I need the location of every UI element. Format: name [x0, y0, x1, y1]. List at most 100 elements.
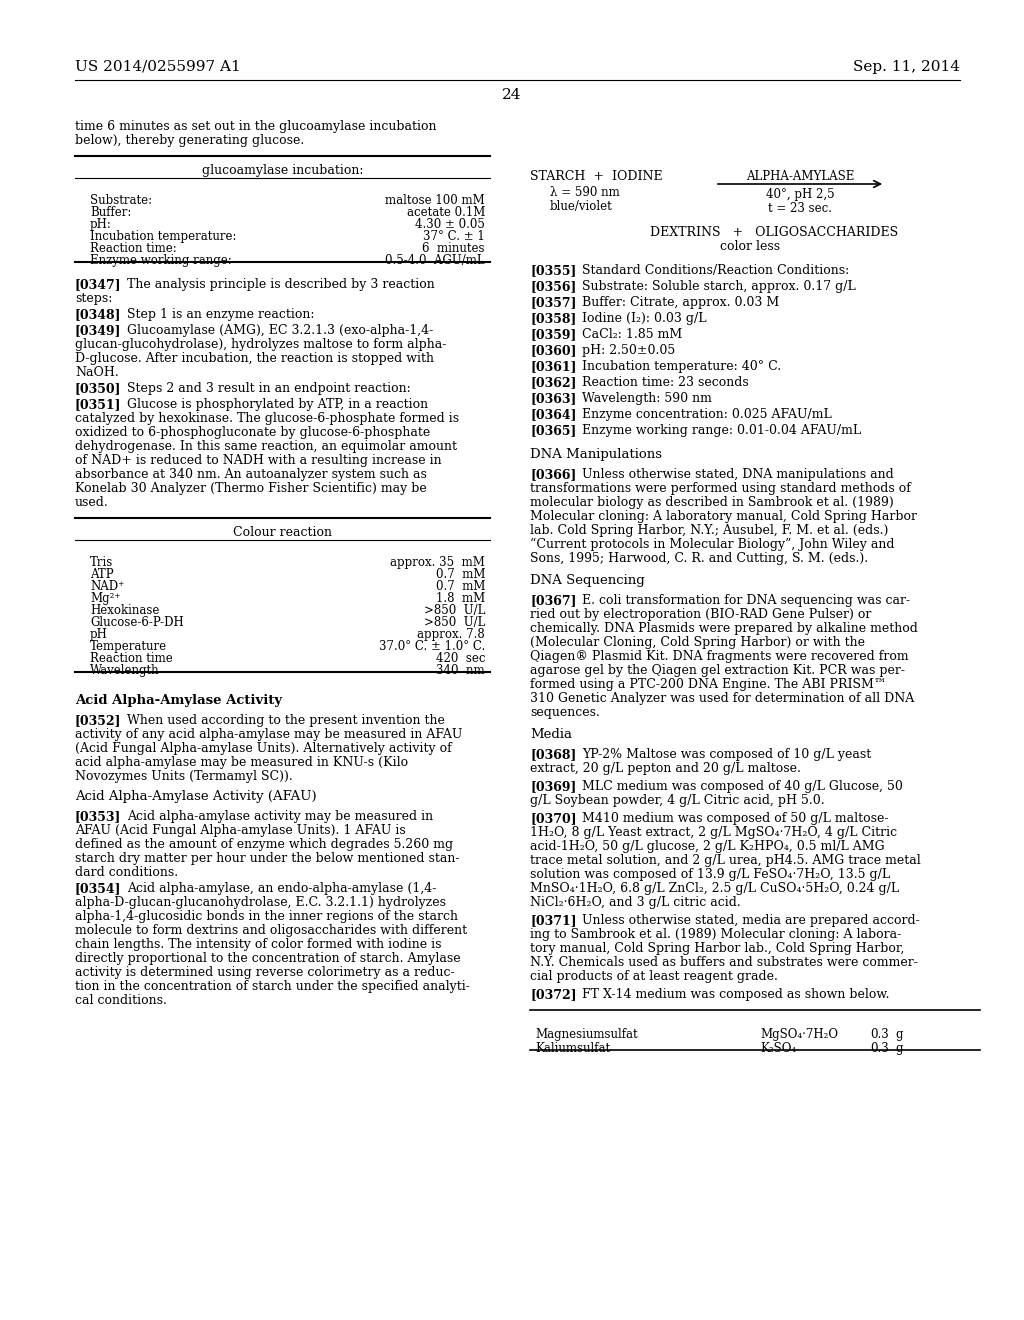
Text: t = 23 sec.: t = 23 sec.: [768, 202, 831, 215]
Text: 1H₂O, 8 g/L Yeast extract, 2 g/L MgSO₄·7H₂O, 4 g/L Citric: 1H₂O, 8 g/L Yeast extract, 2 g/L MgSO₄·7…: [530, 826, 897, 840]
Text: ing to Sambrook et al. (1989) Molecular cloning: A labora-: ing to Sambrook et al. (1989) Molecular …: [530, 928, 901, 941]
Text: [0371]: [0371]: [530, 913, 577, 927]
Text: Unless otherwise stated, DNA manipulations and: Unless otherwise stated, DNA manipulatio…: [582, 469, 894, 480]
Text: activity is determined using reverse colorimetry as a reduc-: activity is determined using reverse col…: [75, 966, 455, 979]
Text: Temperature: Temperature: [90, 640, 167, 653]
Text: Novozymes Units (Termamyl SC)).: Novozymes Units (Termamyl SC)).: [75, 770, 293, 783]
Text: [0356]: [0356]: [530, 280, 577, 293]
Text: tory manual, Cold Spring Harbor lab., Cold Spring Harbor,: tory manual, Cold Spring Harbor lab., Co…: [530, 942, 904, 954]
Text: transformations were performed using standard methods of: transformations were performed using sta…: [530, 482, 911, 495]
Text: NAD⁺: NAD⁺: [90, 579, 124, 593]
Text: [0372]: [0372]: [530, 987, 577, 1001]
Text: activity of any acid alpha-amylase may be measured in AFAU: activity of any acid alpha-amylase may b…: [75, 729, 463, 741]
Text: [0348]: [0348]: [75, 308, 122, 321]
Text: Glucose is phosphorylated by ATP, in a reaction: Glucose is phosphorylated by ATP, in a r…: [127, 399, 428, 411]
Text: of NAD+ is reduced to NADH with a resulting increase in: of NAD+ is reduced to NADH with a result…: [75, 454, 441, 467]
Text: [0364]: [0364]: [530, 408, 577, 421]
Text: M410 medium was composed of 50 g/L maltose-: M410 medium was composed of 50 g/L malto…: [582, 812, 889, 825]
Text: g: g: [895, 1028, 902, 1041]
Text: [0349]: [0349]: [75, 323, 122, 337]
Text: DEXTRINS   +   OLIGOSACCHARIDES: DEXTRINS + OLIGOSACCHARIDES: [650, 226, 898, 239]
Text: Glucoamylase (AMG), EC 3.2.1.3 (exo-alpha-1,4-: Glucoamylase (AMG), EC 3.2.1.3 (exo-alph…: [127, 323, 433, 337]
Text: US 2014/0255997 A1: US 2014/0255997 A1: [75, 59, 241, 74]
Text: [0351]: [0351]: [75, 399, 122, 411]
Text: Glucose-6-P-DH: Glucose-6-P-DH: [90, 616, 183, 630]
Text: ried out by electroporation (BIO-RAD Gene Pulser) or: ried out by electroporation (BIO-RAD Gen…: [530, 609, 871, 620]
Text: [0358]: [0358]: [530, 312, 577, 325]
Text: 40°, pH 2,5: 40°, pH 2,5: [766, 187, 835, 201]
Text: Konelab 30 Analyzer (Thermo Fisher Scientific) may be: Konelab 30 Analyzer (Thermo Fisher Scien…: [75, 482, 427, 495]
Text: starch dry matter per hour under the below mentioned stan-: starch dry matter per hour under the bel…: [75, 851, 460, 865]
Text: 1.8  mM: 1.8 mM: [436, 591, 485, 605]
Text: pH: 2.50±0.05: pH: 2.50±0.05: [582, 345, 675, 356]
Text: DNA Sequencing: DNA Sequencing: [530, 574, 645, 587]
Text: >850  U/L: >850 U/L: [424, 605, 485, 616]
Text: Tris: Tris: [90, 556, 114, 569]
Text: glucan-glucohydrolase), hydrolyzes maltose to form alpha-: glucan-glucohydrolase), hydrolyzes malto…: [75, 338, 446, 351]
Text: cial products of at least reagent grade.: cial products of at least reagent grade.: [530, 970, 778, 983]
Text: sequences.: sequences.: [530, 706, 600, 719]
Text: Acid alpha-amylase activity may be measured in: Acid alpha-amylase activity may be measu…: [127, 810, 433, 822]
Text: Substrate:: Substrate:: [90, 194, 153, 207]
Text: NaOH.: NaOH.: [75, 366, 119, 379]
Text: N.Y. Chemicals used as buffers and substrates were commer-: N.Y. Chemicals used as buffers and subst…: [530, 956, 918, 969]
Text: K₂SO₄: K₂SO₄: [760, 1041, 796, 1055]
Text: [0353]: [0353]: [75, 810, 122, 822]
Text: below), thereby generating glucose.: below), thereby generating glucose.: [75, 135, 304, 147]
Text: chain lengths. The intensity of color formed with iodine is: chain lengths. The intensity of color fo…: [75, 939, 441, 950]
Text: pH:: pH:: [90, 218, 112, 231]
Text: Buffer:: Buffer:: [90, 206, 131, 219]
Text: (Acid Fungal Alpha-amylase Units). Alternatively activity of: (Acid Fungal Alpha-amylase Units). Alter…: [75, 742, 452, 755]
Text: 37° C. ± 1: 37° C. ± 1: [423, 230, 485, 243]
Text: 0.3: 0.3: [870, 1028, 889, 1041]
Text: 310 Genetic Analyzer was used for determination of all DNA: 310 Genetic Analyzer was used for determ…: [530, 692, 914, 705]
Text: Mg²⁺: Mg²⁺: [90, 591, 121, 605]
Text: Wavelength: Wavelength: [90, 664, 160, 677]
Text: [0361]: [0361]: [530, 360, 577, 374]
Text: 4.30 ± 0.05: 4.30 ± 0.05: [415, 218, 485, 231]
Text: Acid alpha-amylase, an endo-alpha-amylase (1,4-: Acid alpha-amylase, an endo-alpha-amylas…: [127, 882, 436, 895]
Text: acetate 0.1M: acetate 0.1M: [407, 206, 485, 219]
Text: MLC medium was composed of 40 g/L Glucose, 50: MLC medium was composed of 40 g/L Glucos…: [582, 780, 903, 793]
Text: g: g: [895, 1041, 902, 1055]
Text: Unless otherwise stated, media are prepared accord-: Unless otherwise stated, media are prepa…: [582, 913, 920, 927]
Text: Substrate: Soluble starch, approx. 0.17 g/L: Substrate: Soluble starch, approx. 0.17 …: [582, 280, 856, 293]
Text: directly proportional to the concentration of starch. Amylase: directly proportional to the concentrati…: [75, 952, 461, 965]
Text: Reaction time:: Reaction time:: [90, 242, 177, 255]
Text: Incubation temperature: 40° C.: Incubation temperature: 40° C.: [582, 360, 781, 374]
Text: 420  sec: 420 sec: [435, 652, 485, 665]
Text: oxidized to 6-phosphogluconate by glucose-6-phosphate: oxidized to 6-phosphogluconate by glucos…: [75, 426, 430, 440]
Text: 0.5-4.0  AGU/mL: 0.5-4.0 AGU/mL: [385, 253, 485, 267]
Text: Steps 2 and 3 result in an endpoint reaction:: Steps 2 and 3 result in an endpoint reac…: [127, 381, 411, 395]
Text: blue/violet: blue/violet: [550, 201, 612, 213]
Text: 6  minutes: 6 minutes: [423, 242, 485, 255]
Text: [0352]: [0352]: [75, 714, 122, 727]
Text: [0350]: [0350]: [75, 381, 122, 395]
Text: alpha-D-glucan-glucanohydrolase, E.C. 3.2.1.1) hydrolyzes: alpha-D-glucan-glucanohydrolase, E.C. 3.…: [75, 896, 446, 909]
Text: Sep. 11, 2014: Sep. 11, 2014: [853, 59, 961, 74]
Text: [0354]: [0354]: [75, 882, 122, 895]
Text: approx. 35  mM: approx. 35 mM: [390, 556, 485, 569]
Text: ALPHA-AMYLASE: ALPHA-AMYLASE: [745, 170, 854, 183]
Text: [0370]: [0370]: [530, 812, 577, 825]
Text: Step 1 is an enzyme reaction:: Step 1 is an enzyme reaction:: [127, 308, 314, 321]
Text: catalyzed by hexokinase. The glucose-6-phosphate formed is: catalyzed by hexokinase. The glucose-6-p…: [75, 412, 459, 425]
Text: trace metal solution, and 2 g/L urea, pH4.5. AMG trace metal: trace metal solution, and 2 g/L urea, pH…: [530, 854, 921, 867]
Text: [0357]: [0357]: [530, 296, 577, 309]
Text: color less: color less: [720, 240, 780, 253]
Text: NiCl₂·6H₂O, and 3 g/L citric acid.: NiCl₂·6H₂O, and 3 g/L citric acid.: [530, 896, 740, 909]
Text: CaCl₂: 1.85 mM: CaCl₂: 1.85 mM: [582, 327, 682, 341]
Text: [0363]: [0363]: [530, 392, 577, 405]
Text: Kaliumsulfat: Kaliumsulfat: [535, 1041, 610, 1055]
Text: Wavelength: 590 nm: Wavelength: 590 nm: [582, 392, 712, 405]
Text: Acid Alpha-Amylase Activity: Acid Alpha-Amylase Activity: [75, 694, 283, 708]
Text: approx. 7.8: approx. 7.8: [417, 628, 485, 642]
Text: steps:: steps:: [75, 292, 113, 305]
Text: agarose gel by the Qiagen gel extraction Kit. PCR was per-: agarose gel by the Qiagen gel extraction…: [530, 664, 905, 677]
Text: Incubation temperature:: Incubation temperature:: [90, 230, 237, 243]
Text: Enzyme concentration: 0.025 AFAU/mL: Enzyme concentration: 0.025 AFAU/mL: [582, 408, 831, 421]
Text: dard conditions.: dard conditions.: [75, 866, 178, 879]
Text: >850  U/L: >850 U/L: [424, 616, 485, 630]
Text: maltose 100 mM: maltose 100 mM: [385, 194, 485, 207]
Text: 340  nm: 340 nm: [436, 664, 485, 677]
